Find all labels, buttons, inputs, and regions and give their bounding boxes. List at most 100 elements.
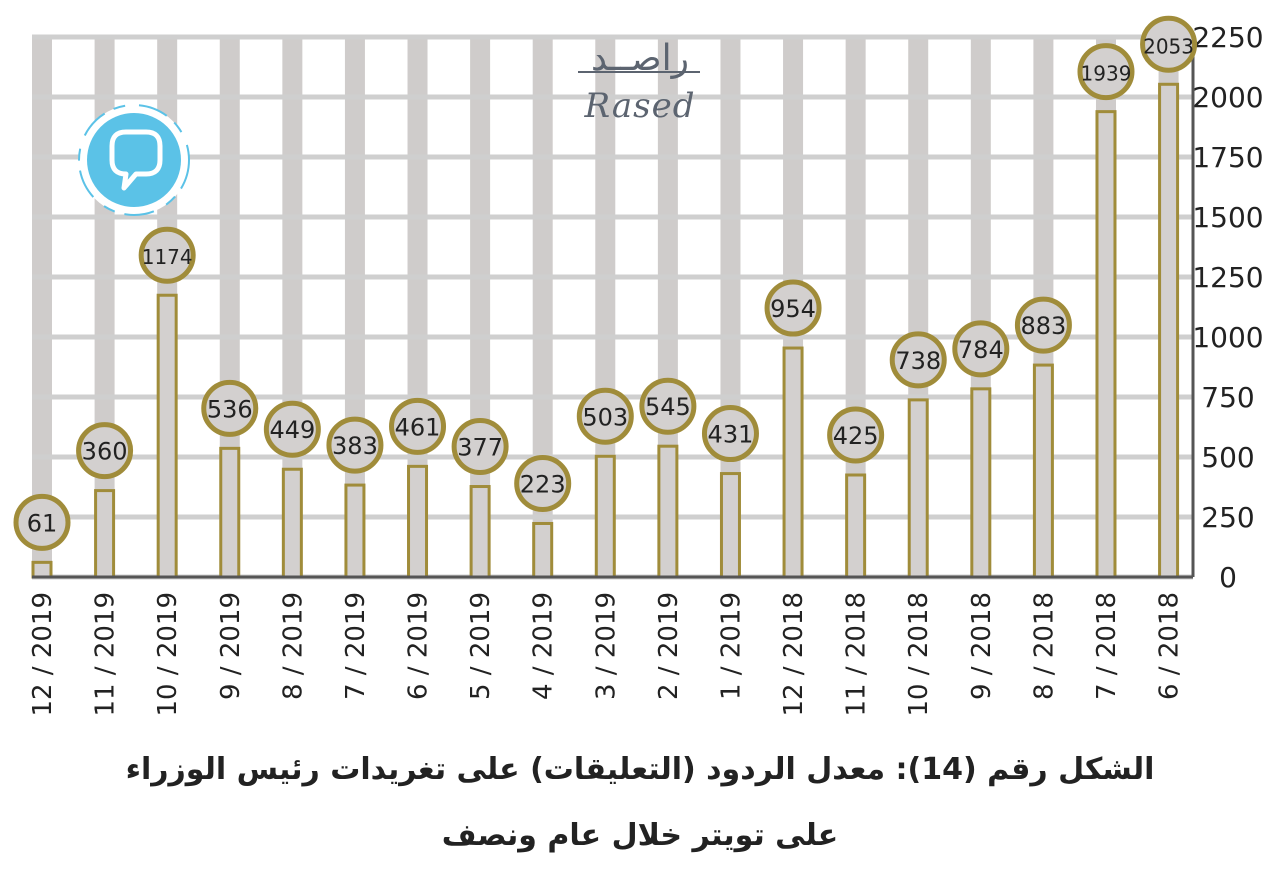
data-labels: 61 360 1174 536 449 383 461 377 223 503 545 431 954 4… <box>13 15 1198 551</box>
bar <box>407 464 429 579</box>
x-tick-label: 9 / 2019 <box>216 592 246 700</box>
figure-caption-line-2: على تويتر خلال عام ونصف <box>441 818 839 853</box>
data-label: 536 <box>207 395 253 423</box>
data-label-ring <box>13 493 71 551</box>
bar <box>907 398 929 579</box>
y-tick-label: 500 <box>1201 441 1254 474</box>
data-label: 383 <box>332 432 378 460</box>
x-tick-label: 9 / 2018 <box>967 592 997 700</box>
data-label-ring <box>263 400 321 458</box>
y-tick-label: 1500 <box>1192 201 1263 234</box>
data-label: 223 <box>520 470 566 498</box>
data-label-ring <box>701 405 759 463</box>
data-label-ring <box>1077 43 1135 101</box>
data-label: 377 <box>457 434 503 462</box>
y-tick-label: 0 <box>1219 561 1237 594</box>
x-tick-label: 8 / 2019 <box>278 592 308 700</box>
x-tick-label: 1 / 2019 <box>716 592 746 700</box>
bar <box>845 473 867 579</box>
bar <box>344 483 366 579</box>
y-tick-label: 2250 <box>1192 21 1263 54</box>
data-label: 545 <box>645 393 691 421</box>
data-label: 883 <box>1020 312 1066 340</box>
bar <box>532 521 554 579</box>
bar <box>1158 82 1180 579</box>
x-tick-label: 8 / 2018 <box>1029 592 1059 700</box>
data-label-ring <box>138 226 196 284</box>
speech-bubble-shape <box>109 129 163 191</box>
x-tick-label: 7 / 2019 <box>341 592 371 700</box>
data-label-ring <box>764 279 822 337</box>
data-label: 431 <box>708 421 754 449</box>
data-label-ring <box>514 454 572 512</box>
bar <box>1095 110 1117 579</box>
data-label: 425 <box>833 422 879 450</box>
data-label-ring <box>952 320 1010 378</box>
x-tick-label: 6 / 2018 <box>1155 592 1185 700</box>
bar <box>657 444 679 579</box>
data-label: 461 <box>395 413 441 441</box>
logo-disc <box>87 113 181 207</box>
bar <box>94 489 116 579</box>
data-label: 2053 <box>1143 34 1194 58</box>
data-label-ring <box>576 387 634 445</box>
data-label-ring <box>827 406 885 464</box>
bar-chart: 0 250 500 750 1000 1250 1500 1750 2000 2250 12 / … <box>13 15 1264 717</box>
data-label: 61 <box>27 509 58 537</box>
x-axis-tick-labels: 12 / 2019 11 / 2019 10 / 2019 9 / 2019 8 / 2… <box>28 592 1185 717</box>
y-tick-label: 250 <box>1201 501 1254 534</box>
x-tick-label: 7 / 2018 <box>1092 592 1122 700</box>
y-tick-label: 2000 <box>1192 81 1263 114</box>
y-axis-tick-labels: 0 250 500 750 1000 1250 1500 1750 2000 2250 <box>1192 21 1263 594</box>
brand-arabic: راصــد <box>591 38 689 79</box>
y-tick-label: 1000 <box>1192 321 1263 354</box>
y-tick-label: 1750 <box>1192 141 1263 174</box>
x-tick-label: 12 / 2018 <box>779 592 809 717</box>
data-label-ring <box>201 379 259 437</box>
data-label: 1174 <box>142 245 193 269</box>
data-label: 503 <box>582 403 628 431</box>
bar <box>782 346 804 579</box>
stripe <box>532 37 553 577</box>
data-label-ring <box>76 422 134 480</box>
bar <box>281 467 303 579</box>
speech-bubble-icon <box>78 71 700 216</box>
data-label: 784 <box>958 336 1004 364</box>
data-label-ring <box>889 331 947 389</box>
bar <box>594 454 616 579</box>
data-label-ring <box>389 397 447 455</box>
data-label-ring <box>1140 15 1198 73</box>
x-tick-label: 4 / 2019 <box>529 592 559 700</box>
data-label: 1939 <box>1081 62 1132 86</box>
stripe <box>219 37 240 577</box>
x-tick-label: 12 / 2019 <box>28 592 58 717</box>
bar <box>31 560 53 579</box>
data-label: 360 <box>82 438 128 466</box>
x-tick-label: 10 / 2018 <box>904 592 934 717</box>
data-label: 954 <box>770 295 816 323</box>
axes <box>32 37 1195 579</box>
y-tick-label: 1250 <box>1192 261 1263 294</box>
bar <box>719 472 741 579</box>
x-tick-label: 2 / 2019 <box>654 592 684 700</box>
brand-latin: Rased <box>584 86 696 126</box>
stripe <box>32 37 52 577</box>
x-tick-label: 3 / 2019 <box>591 592 621 700</box>
data-label-ring <box>451 418 509 476</box>
x-tick-label: 11 / 2018 <box>842 592 872 717</box>
data-label: 738 <box>895 347 941 375</box>
x-tick-label: 5 / 2019 <box>466 592 496 700</box>
bar <box>970 387 992 579</box>
x-tick-label: 11 / 2019 <box>91 592 121 717</box>
data-label-ring <box>326 416 384 474</box>
stripe <box>657 37 678 577</box>
data-label-ring <box>1014 296 1072 354</box>
bar <box>156 293 178 579</box>
x-tick-label: 10 / 2019 <box>153 592 183 717</box>
figure-caption-line-1: الشكل رقم (14): معدل الردود (التعليقات) … <box>125 752 1155 787</box>
data-label-ring <box>639 377 697 435</box>
bar <box>219 446 241 579</box>
bar <box>1032 363 1054 579</box>
data-label: 449 <box>269 416 315 444</box>
x-tick-label: 6 / 2019 <box>404 592 434 700</box>
